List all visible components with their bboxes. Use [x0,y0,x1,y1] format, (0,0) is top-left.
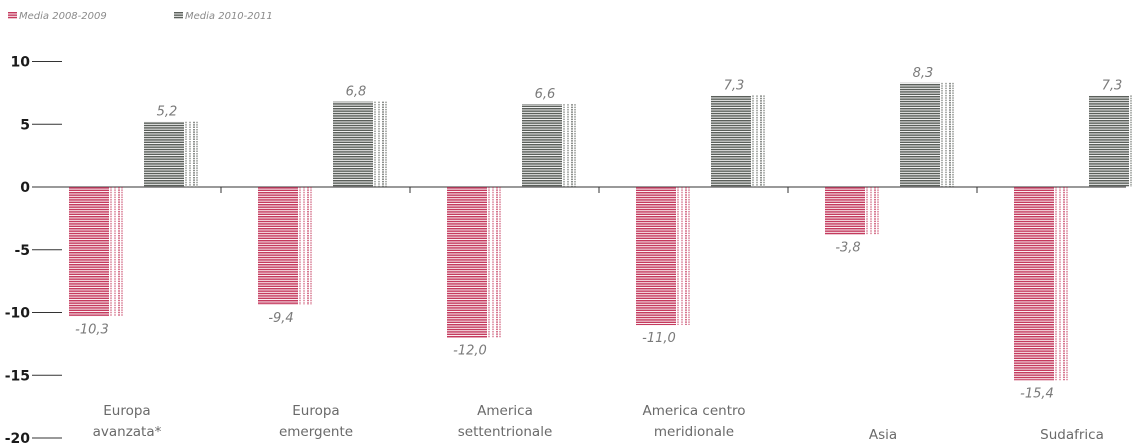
data-label: 8,3 [913,66,934,81]
y-tick-label: -10 [5,306,31,322]
y-tick-label: 10 [11,55,31,71]
category-label-line: Europa [292,403,339,419]
data-label: 6,8 [346,85,367,100]
data-label: 5,2 [157,105,178,120]
category-label: Europa avanzata* [93,403,162,440]
category-label: Sudafrica [1040,427,1104,443]
bar [1014,187,1068,381]
category-label: Europa emergente [279,403,353,440]
data-label: 7,3 [1102,78,1123,93]
bars [69,82,1132,381]
bar [144,121,198,187]
bar [636,187,690,326]
data-label: 6,6 [535,87,556,102]
bar [1089,95,1132,187]
category-label-line: Asia [869,427,897,443]
data-label: -3,8 [835,241,860,256]
category-label: Asia [869,427,897,443]
bar [333,101,387,187]
bar [900,82,954,187]
legend: Media 2008-2009 Media 2010-2011 [8,11,273,22]
legend-swatch [174,12,183,19]
y-tick-label: -15 [5,368,30,384]
category-label-line: America centro [642,403,745,419]
y-tick-label: -20 [5,431,31,443]
bar [258,187,312,305]
legend-label: Media 2008-2009 [19,11,107,22]
data-label: -11,0 [642,331,676,346]
y-tick-label: 5 [20,117,30,133]
category-label-line: Europa [103,403,150,419]
legend-item: Media 2008-2009 [8,11,107,22]
legend-item: Media 2010-2011 [174,11,273,22]
bar [711,95,765,187]
legend-swatch [8,12,17,19]
bar [69,187,123,317]
category-label-line: meridionale [654,424,734,440]
y-tick-label: 0 [20,180,30,196]
data-label: 7,3 [724,78,745,93]
category-label-line: settentrionale [458,424,553,440]
bar [447,187,501,338]
value-labels: -10,3 -9,4 -12,0 -11,0 -3,8 -15,4 5,2 6,8 6,6 7,3… [75,66,1122,401]
legend-label: Media 2010-2011 [185,11,273,22]
data-label: -9,4 [268,311,293,326]
category-label: America settentrionale [458,403,553,440]
y-tick-label: -5 [14,243,30,259]
category-labels: Europa avanzata* Europa emergente America set… [93,403,1104,443]
category-label-line: Sudafrica [1040,427,1104,443]
data-label: -10,3 [75,322,109,337]
category-label: America centro meridionale [642,403,745,440]
data-label: -12,0 [453,344,487,359]
bar [522,104,576,187]
category-label-line: emergente [279,424,353,440]
category-label-line: America [477,403,533,419]
bar [825,187,879,235]
axes: 10 5 0 -5 -10 -15 -20 [5,55,1126,443]
category-label-line: avanzata* [93,424,162,440]
data-label: -15,4 [1020,386,1054,401]
